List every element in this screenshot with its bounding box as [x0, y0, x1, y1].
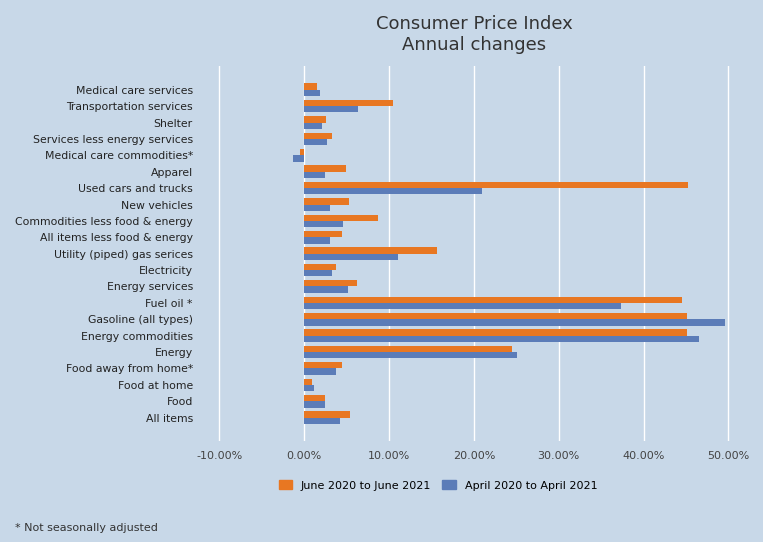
Bar: [304, 172, 326, 178]
Bar: [304, 231, 343, 237]
Bar: [304, 100, 394, 106]
Bar: [304, 182, 687, 188]
Legend: June 2020 to June 2021, April 2020 to April 2021: June 2020 to June 2021, April 2020 to Ap…: [278, 480, 597, 491]
Bar: [304, 352, 517, 358]
Bar: [304, 215, 378, 221]
Bar: [304, 106, 358, 112]
Bar: [304, 362, 342, 369]
Bar: [304, 264, 336, 270]
Bar: [304, 411, 350, 418]
Bar: [304, 296, 681, 303]
Bar: [293, 156, 304, 162]
Bar: [304, 330, 687, 335]
Bar: [304, 335, 699, 342]
Bar: [304, 83, 317, 90]
Bar: [304, 401, 324, 408]
Bar: [304, 117, 327, 122]
Bar: [304, 303, 620, 309]
Bar: [304, 248, 436, 254]
Bar: [300, 149, 304, 156]
Bar: [304, 395, 324, 401]
Bar: [304, 385, 314, 391]
Bar: [304, 270, 332, 276]
Bar: [304, 379, 312, 385]
Bar: [304, 204, 330, 211]
Bar: [304, 165, 346, 172]
Bar: [304, 237, 330, 243]
Bar: [304, 139, 327, 145]
Title: Consumer Price Index
Annual changes: Consumer Price Index Annual changes: [375, 15, 572, 54]
Bar: [304, 188, 482, 195]
Bar: [304, 198, 349, 204]
Bar: [304, 319, 725, 326]
Text: * Not seasonally adjusted: * Not seasonally adjusted: [15, 523, 158, 533]
Bar: [304, 133, 332, 139]
Bar: [304, 122, 322, 129]
Bar: [304, 280, 357, 287]
Bar: [304, 221, 343, 227]
Bar: [304, 254, 398, 260]
Bar: [304, 313, 687, 319]
Bar: [304, 418, 340, 424]
Bar: [304, 90, 320, 96]
Bar: [304, 369, 336, 375]
Bar: [304, 287, 349, 293]
Bar: [304, 346, 512, 352]
